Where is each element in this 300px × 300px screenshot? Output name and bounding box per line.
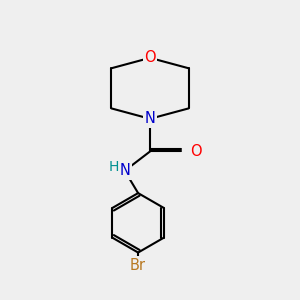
Text: H: H	[108, 160, 118, 174]
Text: O: O	[190, 144, 202, 159]
Text: N: N	[119, 163, 130, 178]
Text: N: N	[145, 111, 155, 126]
Text: O: O	[144, 50, 156, 65]
Text: Br: Br	[130, 257, 146, 272]
